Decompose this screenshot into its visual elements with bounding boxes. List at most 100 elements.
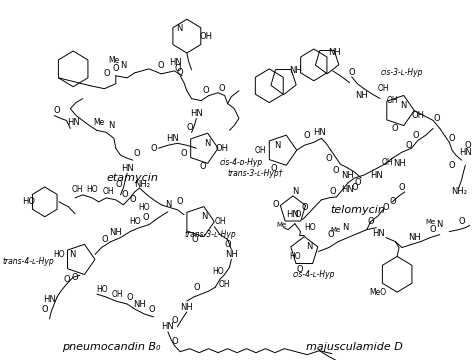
Text: O: O <box>465 141 472 150</box>
Text: O: O <box>301 203 308 212</box>
Text: NH: NH <box>225 250 238 259</box>
Text: HN: HN <box>162 322 174 331</box>
Text: O: O <box>177 68 183 77</box>
Text: HN: HN <box>169 58 182 68</box>
Text: O: O <box>271 164 277 173</box>
Text: HN: HN <box>372 229 384 238</box>
Text: O: O <box>296 265 303 274</box>
Text: HN: HN <box>313 128 326 137</box>
Text: trans-3-ʟ-Hyp: trans-3-ʟ-Hyp <box>185 230 237 239</box>
Text: MeO: MeO <box>370 288 387 297</box>
Text: O: O <box>354 178 361 187</box>
Text: HO: HO <box>53 250 65 259</box>
Text: OH: OH <box>199 32 212 41</box>
Text: O: O <box>458 217 465 226</box>
Text: majusculamide D: majusculamide D <box>306 342 403 352</box>
Text: OH: OH <box>215 144 228 153</box>
Text: NH: NH <box>328 48 341 57</box>
Text: O: O <box>133 149 140 158</box>
Text: Me: Me <box>108 56 119 65</box>
Text: trans-4-ʟ-Hyp: trans-4-ʟ-Hyp <box>3 257 55 266</box>
Text: O: O <box>41 305 48 313</box>
Text: O: O <box>171 337 178 346</box>
Text: HN: HN <box>166 134 179 143</box>
Text: NH: NH <box>355 91 367 100</box>
Text: O: O <box>224 240 231 249</box>
Text: O: O <box>63 275 70 284</box>
Text: N: N <box>108 121 114 130</box>
Text: N: N <box>401 101 407 110</box>
Text: O: O <box>326 154 332 163</box>
Text: O: O <box>115 180 122 190</box>
Text: O: O <box>329 187 336 196</box>
Text: O: O <box>351 183 358 192</box>
Text: O: O <box>413 131 419 140</box>
Text: HN: HN <box>121 164 134 173</box>
Text: O: O <box>193 283 200 292</box>
Text: N: N <box>69 250 75 259</box>
Text: O: O <box>383 203 389 212</box>
Text: O: O <box>148 305 155 313</box>
Text: OH: OH <box>382 158 393 167</box>
Text: O: O <box>103 69 109 78</box>
Text: cis-4-ᴅ-Hyp: cis-4-ᴅ-Hyp <box>220 158 263 167</box>
Text: N: N <box>437 220 443 229</box>
Text: N: N <box>176 24 182 33</box>
Text: Me: Me <box>330 227 341 232</box>
Text: HN: HN <box>459 148 472 157</box>
Text: N: N <box>292 187 298 196</box>
Text: HO: HO <box>129 217 141 226</box>
Text: O: O <box>328 230 334 239</box>
Text: OH: OH <box>377 84 389 93</box>
Text: O: O <box>434 114 440 123</box>
Text: OH: OH <box>387 96 398 105</box>
Text: HO: HO <box>138 203 150 212</box>
Text: O: O <box>348 68 355 77</box>
Text: O: O <box>389 197 396 206</box>
Text: O: O <box>391 124 398 133</box>
Text: O: O <box>177 197 183 206</box>
Text: O: O <box>54 106 60 115</box>
Text: O: O <box>273 200 279 209</box>
Text: NH: NH <box>290 66 302 75</box>
Text: N: N <box>306 242 312 251</box>
Text: O: O <box>181 149 187 158</box>
Text: O: O <box>129 195 136 204</box>
Text: O: O <box>449 134 456 143</box>
Text: O: O <box>219 84 225 93</box>
Text: OH: OH <box>72 186 84 195</box>
Text: O: O <box>127 293 133 301</box>
Text: O: O <box>72 273 78 282</box>
Text: N: N <box>120 61 127 70</box>
Text: telomycin: telomycin <box>330 205 385 215</box>
Text: OH: OH <box>112 290 124 299</box>
Text: OH: OH <box>255 146 266 155</box>
Text: HN: HN <box>43 295 56 304</box>
Text: OH: OH <box>219 280 230 289</box>
Text: trans-3-ʟ-Hyp†: trans-3-ʟ-Hyp† <box>227 169 283 178</box>
Text: Me: Me <box>276 222 287 228</box>
Text: OH: OH <box>102 187 114 196</box>
Text: HN: HN <box>370 170 383 179</box>
Text: NH: NH <box>133 300 146 309</box>
Text: O: O <box>294 210 301 219</box>
Text: N: N <box>165 200 171 209</box>
Text: HO: HO <box>212 267 224 276</box>
Text: Me: Me <box>93 118 104 127</box>
Text: N: N <box>273 141 280 150</box>
Text: HO: HO <box>304 223 316 232</box>
Text: N: N <box>201 212 207 221</box>
Text: Me: Me <box>425 219 436 225</box>
Text: HN: HN <box>190 109 203 118</box>
Text: O: O <box>200 162 206 171</box>
Text: OH: OH <box>214 217 226 226</box>
Text: N: N <box>342 223 348 232</box>
Text: O: O <box>332 166 339 175</box>
Text: NH: NH <box>408 233 420 242</box>
Text: HN: HN <box>67 118 80 127</box>
Text: O: O <box>191 235 198 244</box>
Text: N: N <box>204 139 211 148</box>
Text: cis-3-ʟ-Hyp: cis-3-ʟ-Hyp <box>381 68 423 77</box>
Text: NH: NH <box>109 228 122 237</box>
Text: O: O <box>101 235 108 244</box>
